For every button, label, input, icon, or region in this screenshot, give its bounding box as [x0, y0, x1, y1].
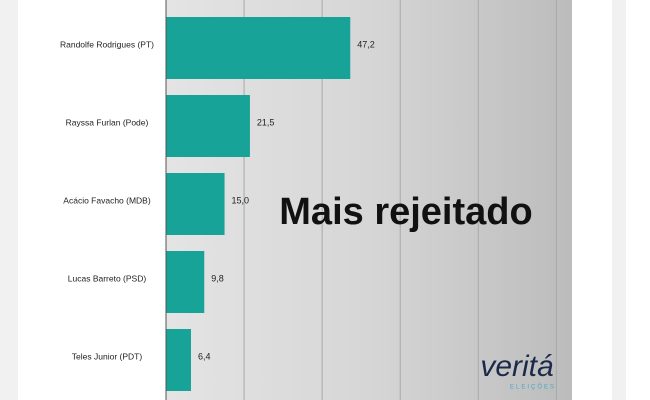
value-label: 21,5 — [257, 117, 275, 127]
page-margin — [612, 0, 626, 400]
bar — [166, 17, 351, 79]
bar — [166, 95, 250, 157]
logo-subtitle: ELEIÇÕES — [510, 384, 556, 391]
bars: 47,2 Randolfe Rodrigues (PT) 21,5 Rayssa Fu… — [60, 17, 375, 391]
category-label: Lucas Barreto (PSD) — [68, 273, 147, 283]
value-label: 47,2 — [357, 39, 375, 49]
category-label: Teles Junior (PDT) — [72, 351, 143, 361]
value-label: 15,0 — [232, 195, 250, 205]
category-label: Randolfe Rodrigues (PT) — [60, 39, 154, 49]
bar — [166, 329, 191, 391]
value-label: 9,8 — [211, 273, 224, 283]
value-label: 6,4 — [198, 351, 211, 361]
page-margin — [0, 0, 18, 400]
logo: veritá — [480, 350, 553, 383]
bar — [166, 251, 205, 313]
category-label: Rayssa Furlan (Pode) — [66, 117, 149, 127]
overlay-title: Mais rejeitado — [279, 191, 532, 233]
bar — [166, 173, 225, 235]
category-label: Acácio Favacho (MDB) — [63, 195, 151, 205]
